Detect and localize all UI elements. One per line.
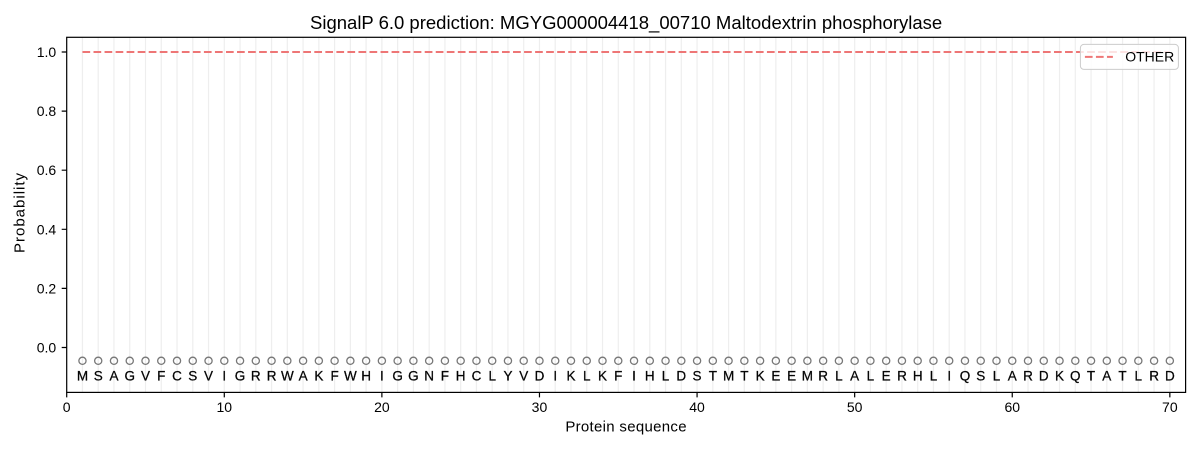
svg-text:S: S <box>94 368 103 383</box>
svg-text:L: L <box>993 368 1001 383</box>
svg-text:T: T <box>1118 368 1126 383</box>
svg-text:W: W <box>281 368 294 383</box>
svg-text:OTHER: OTHER <box>1125 49 1174 65</box>
svg-text:1.0: 1.0 <box>37 44 57 60</box>
svg-text:M: M <box>802 368 813 383</box>
svg-text:G: G <box>235 368 246 383</box>
svg-text:T: T <box>740 368 748 383</box>
svg-text:30: 30 <box>532 399 548 415</box>
svg-text:H: H <box>456 368 466 383</box>
svg-text:L: L <box>1135 368 1143 383</box>
svg-text:N: N <box>424 368 434 383</box>
svg-text:0.6: 0.6 <box>37 162 57 178</box>
svg-text:F: F <box>441 368 449 383</box>
svg-text:E: E <box>787 368 796 383</box>
svg-text:60: 60 <box>1004 399 1020 415</box>
svg-text:S: S <box>188 368 197 383</box>
svg-text:I: I <box>553 368 557 383</box>
svg-text:V: V <box>519 368 528 383</box>
svg-text:T: T <box>1087 368 1095 383</box>
svg-text:F: F <box>614 368 622 383</box>
svg-text:10: 10 <box>217 399 233 415</box>
svg-text:G: G <box>124 368 135 383</box>
svg-text:L: L <box>583 368 591 383</box>
svg-text:R: R <box>818 368 828 383</box>
svg-text:R: R <box>1149 368 1159 383</box>
svg-text:K: K <box>756 368 765 383</box>
svg-text:Protein sequence: Protein sequence <box>565 419 687 436</box>
svg-text:H: H <box>361 368 371 383</box>
svg-text:C: C <box>172 368 182 383</box>
svg-text:K: K <box>566 368 575 383</box>
svg-text:D: D <box>1039 368 1049 383</box>
svg-text:Probability: Probability <box>12 172 29 253</box>
svg-text:H: H <box>913 368 923 383</box>
svg-text:S: S <box>976 368 985 383</box>
svg-text:M: M <box>77 368 88 383</box>
svg-text:C: C <box>472 368 482 383</box>
svg-text:L: L <box>930 368 938 383</box>
svg-text:Q: Q <box>1070 368 1081 383</box>
svg-text:D: D <box>676 368 686 383</box>
svg-text:0.4: 0.4 <box>37 221 57 237</box>
svg-text:K: K <box>1055 368 1064 383</box>
svg-text:R: R <box>1023 368 1033 383</box>
svg-text:I: I <box>947 368 951 383</box>
svg-text:K: K <box>314 368 323 383</box>
svg-text:I: I <box>222 368 226 383</box>
svg-text:I: I <box>380 368 384 383</box>
svg-text:A: A <box>850 368 859 383</box>
svg-text:R: R <box>897 368 907 383</box>
svg-text:A: A <box>1102 368 1111 383</box>
svg-text:L: L <box>835 368 843 383</box>
svg-text:Y: Y <box>503 368 512 383</box>
svg-text:L: L <box>867 368 875 383</box>
svg-text:R: R <box>267 368 277 383</box>
svg-text:I: I <box>632 368 636 383</box>
svg-text:Q: Q <box>960 368 971 383</box>
svg-text:V: V <box>141 368 150 383</box>
svg-text:R: R <box>251 368 261 383</box>
svg-text:A: A <box>299 368 308 383</box>
svg-text:20: 20 <box>374 399 390 415</box>
svg-text:A: A <box>1008 368 1017 383</box>
svg-text:E: E <box>771 368 780 383</box>
svg-text:50: 50 <box>847 399 863 415</box>
svg-text:L: L <box>662 368 670 383</box>
svg-text:F: F <box>157 368 165 383</box>
svg-text:L: L <box>488 368 496 383</box>
svg-text:A: A <box>109 368 118 383</box>
svg-text:K: K <box>598 368 607 383</box>
svg-text:0.0: 0.0 <box>37 340 57 356</box>
svg-text:M: M <box>723 368 734 383</box>
svg-text:S: S <box>693 368 702 383</box>
svg-text:D: D <box>535 368 545 383</box>
svg-text:SignalP 6.0 prediction: MGYG00: SignalP 6.0 prediction: MGYG000004418_00… <box>310 12 942 34</box>
svg-text:0: 0 <box>63 399 71 415</box>
svg-text:G: G <box>392 368 403 383</box>
svg-text:V: V <box>204 368 213 383</box>
svg-text:F: F <box>330 368 338 383</box>
svg-text:G: G <box>408 368 419 383</box>
svg-text:T: T <box>709 368 717 383</box>
svg-text:E: E <box>882 368 891 383</box>
svg-text:40: 40 <box>689 399 705 415</box>
svg-text:0.2: 0.2 <box>37 280 57 296</box>
svg-text:D: D <box>1165 368 1175 383</box>
svg-text:0.8: 0.8 <box>37 103 57 119</box>
svg-text:70: 70 <box>1162 399 1178 415</box>
svg-text:H: H <box>645 368 655 383</box>
svg-text:W: W <box>344 368 357 383</box>
